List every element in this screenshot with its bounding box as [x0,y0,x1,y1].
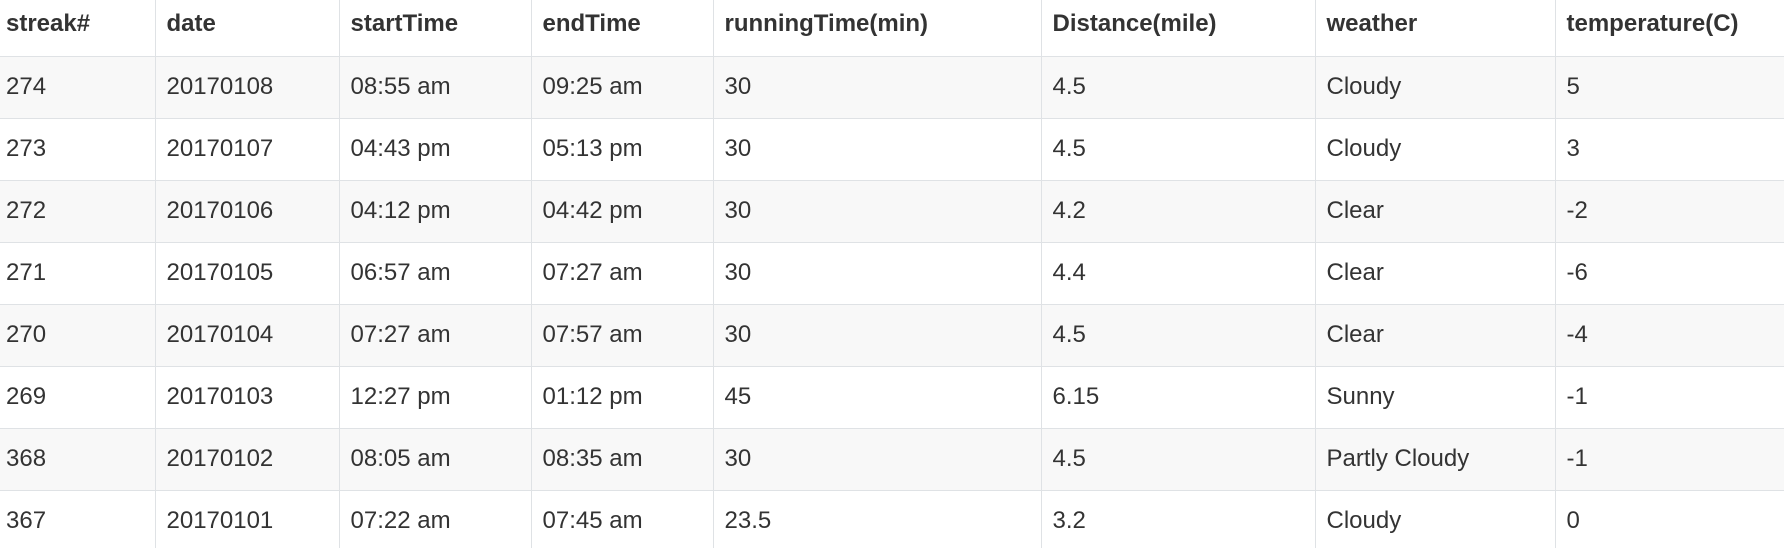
cell-temperature: 5 [1554,55,1784,119]
cell-running-time: 30 [712,303,1042,367]
cell-streak: 272 [0,179,156,243]
cell-date: 20170101 [154,489,340,548]
cell-streak: 368 [0,427,156,491]
cell-end-time: 07:45 am [530,489,714,548]
table-row: 273 20170107 04:43 pm 05:13 pm 30 4.5 Cloudy 3 [0,117,1784,181]
cell-start-time: 08:55 am [338,55,532,119]
cell-start-time: 12:27 pm [338,365,532,429]
cell-date: 20170107 [154,117,340,181]
cell-streak: 269 [0,365,156,429]
header-end-time: endTime [530,0,714,57]
cell-streak: 367 [0,489,156,548]
cell-distance: 4.5 [1040,55,1316,119]
cell-temperature: -4 [1554,303,1784,367]
cell-weather: Clear [1314,303,1556,367]
cell-start-time: 07:22 am [338,489,532,548]
header-temperature: temperature(C) [1554,0,1784,57]
cell-distance: 3.2 [1040,489,1316,548]
cell-distance: 4.5 [1040,427,1316,491]
cell-weather: Cloudy [1314,489,1556,548]
table-row: 271 20170105 06:57 am 07:27 am 30 4.4 Clear -6 [0,241,1784,305]
cell-start-time: 04:43 pm [338,117,532,181]
cell-end-time: 07:27 am [530,241,714,305]
header-weather: weather [1314,0,1556,57]
table-row: 367 20170101 07:22 am 07:45 am 23.5 3.2 Cloudy… [0,489,1784,548]
table-header: streak# date startTime endTime runningTi… [0,0,1784,57]
cell-date: 20170106 [154,179,340,243]
cell-weather: Cloudy [1314,117,1556,181]
cell-streak: 273 [0,117,156,181]
cell-temperature: 3 [1554,117,1784,181]
table-row: 269 20170103 12:27 pm 01:12 pm 45 6.15 Sunny -1 [0,365,1784,429]
cell-distance: 4.5 [1040,117,1316,181]
cell-start-time: 07:27 am [338,303,532,367]
header-start-time: startTime [338,0,532,57]
cell-end-time: 08:35 am [530,427,714,491]
table-body: 274 20170108 08:55 am 09:25 am 30 4.5 Cloudy 5 2… [0,55,1784,548]
cell-distance: 4.4 [1040,241,1316,305]
table-row: 368 20170102 08:05 am 08:35 am 30 4.5 Partly C… [0,427,1784,491]
cell-running-time: 45 [712,365,1042,429]
cell-date: 20170108 [154,55,340,119]
cell-temperature: -2 [1554,179,1784,243]
cell-date: 20170103 [154,365,340,429]
cell-start-time: 08:05 am [338,427,532,491]
cell-running-time: 30 [712,241,1042,305]
cell-running-time: 30 [712,427,1042,491]
cell-streak: 271 [0,241,156,305]
cell-streak: 270 [0,303,156,367]
cell-distance: 4.5 [1040,303,1316,367]
cell-date: 20170104 [154,303,340,367]
cell-weather: Clear [1314,179,1556,243]
cell-weather: Sunny [1314,365,1556,429]
table-row: 274 20170108 08:55 am 09:25 am 30 4.5 Cloudy 5 [0,55,1784,119]
header-row: streak# date startTime endTime runningTi… [0,0,1784,57]
cell-temperature: -1 [1554,427,1784,491]
cell-weather: Cloudy [1314,55,1556,119]
cell-start-time: 06:57 am [338,241,532,305]
cell-end-time: 07:57 am [530,303,714,367]
cell-end-time: 01:12 pm [530,365,714,429]
cell-date: 20170102 [154,427,340,491]
cell-start-time: 04:12 pm [338,179,532,243]
cell-end-time: 05:13 pm [530,117,714,181]
cell-distance: 4.2 [1040,179,1316,243]
cell-streak: 274 [0,55,156,119]
cell-running-time: 30 [712,55,1042,119]
cell-running-time: 30 [712,117,1042,181]
cell-temperature: -1 [1554,365,1784,429]
cell-weather: Clear [1314,241,1556,305]
header-date: date [154,0,340,57]
table-row: 270 20170104 07:27 am 07:57 am 30 4.5 Clear -4 [0,303,1784,367]
cell-running-time: 30 [712,179,1042,243]
cell-temperature: 0 [1554,489,1784,548]
table-row: 272 20170106 04:12 pm 04:42 pm 30 4.2 Clear -2 [0,179,1784,243]
cell-end-time: 04:42 pm [530,179,714,243]
cell-distance: 6.15 [1040,365,1316,429]
header-distance: Distance(mile) [1040,0,1316,57]
header-running-time: runningTime(min) [712,0,1042,57]
cell-weather: Partly Cloudy [1314,427,1556,491]
cell-end-time: 09:25 am [530,55,714,119]
cell-date: 20170105 [154,241,340,305]
cell-running-time: 23.5 [712,489,1042,548]
header-streak: streak# [0,0,156,57]
cell-temperature: -6 [1554,241,1784,305]
